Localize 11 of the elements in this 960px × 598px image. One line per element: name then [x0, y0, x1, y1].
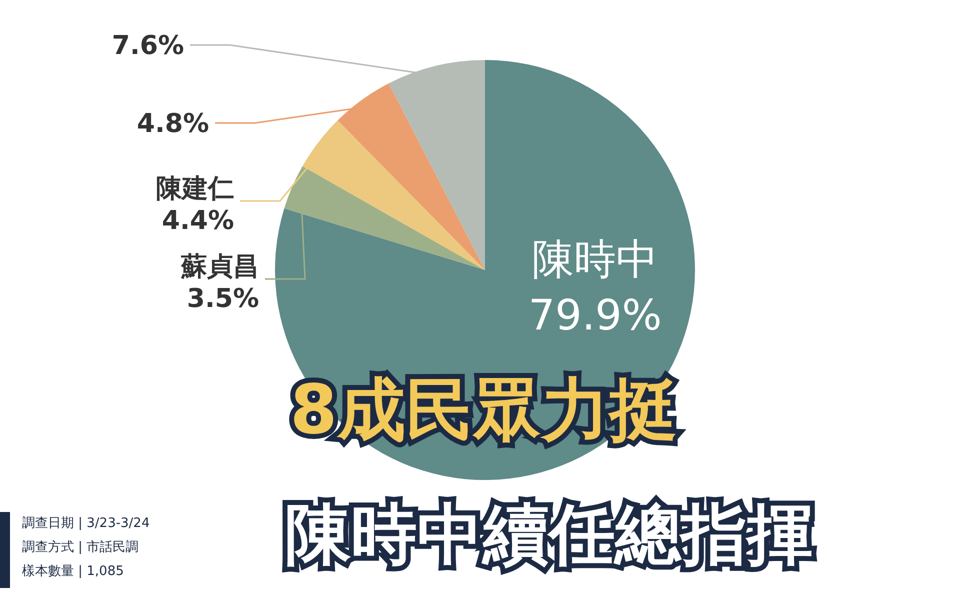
data-label: 79.9%: [528, 290, 662, 340]
slice-label: 蘇貞昌: [180, 252, 259, 282]
data-label: 4.8%: [136, 109, 209, 139]
data-label: 3.5%: [186, 284, 259, 314]
data-label: 7.6%: [112, 31, 184, 61]
text: 調查日期 | 3/23-3/24: [22, 515, 150, 533]
data-label: 4.4%: [162, 206, 234, 236]
slice-label: 陳建仁: [156, 174, 234, 204]
slice-label: 陳時中: [532, 234, 658, 284]
text: 調查方式 | 市話民調: [22, 539, 140, 557]
text: 樣本數量 | 1,085: [22, 563, 125, 581]
